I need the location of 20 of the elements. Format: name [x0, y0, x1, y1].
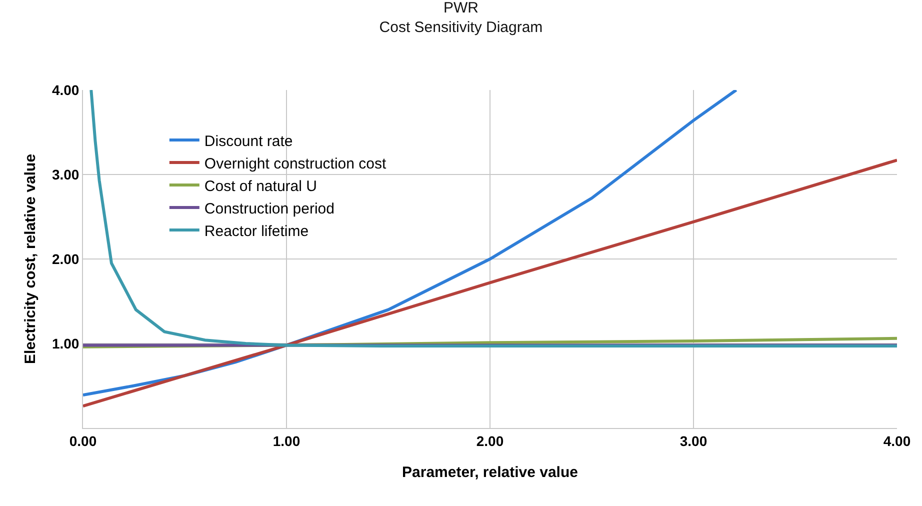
x-tick-label: 2.00: [476, 432, 504, 449]
y-tick-label: 2.00: [52, 250, 80, 267]
x-tick-label: 1.00: [272, 432, 300, 449]
x-tick-label: 4.00: [883, 432, 911, 449]
y-tick-label: 3.00: [52, 166, 80, 182]
y-tick-label: 1.00: [52, 335, 80, 352]
legend-label: Overnight construction cost: [204, 155, 387, 172]
line-series: [90, 90, 897, 348]
y-axis-title: Electricity cost, relative value: [22, 154, 40, 364]
chart-subtitle: Cost Sensitivity Diagram: [379, 19, 543, 36]
line-series: [83, 158, 897, 408]
y-tick-label: 4.00: [52, 82, 80, 98]
x-tick-label: 0.00: [69, 432, 97, 449]
legend-label: Discount rate: [204, 132, 293, 150]
legend-label: Construction period: [204, 200, 334, 218]
legend-label: Cost of natural U: [204, 178, 317, 195]
x-axis-title: Parameter, relative value: [402, 464, 578, 481]
x-tick-label: 3.00: [680, 432, 708, 449]
legend-label: Reactor lifetime: [204, 222, 309, 240]
chart-title: PWR: [444, 0, 479, 17]
